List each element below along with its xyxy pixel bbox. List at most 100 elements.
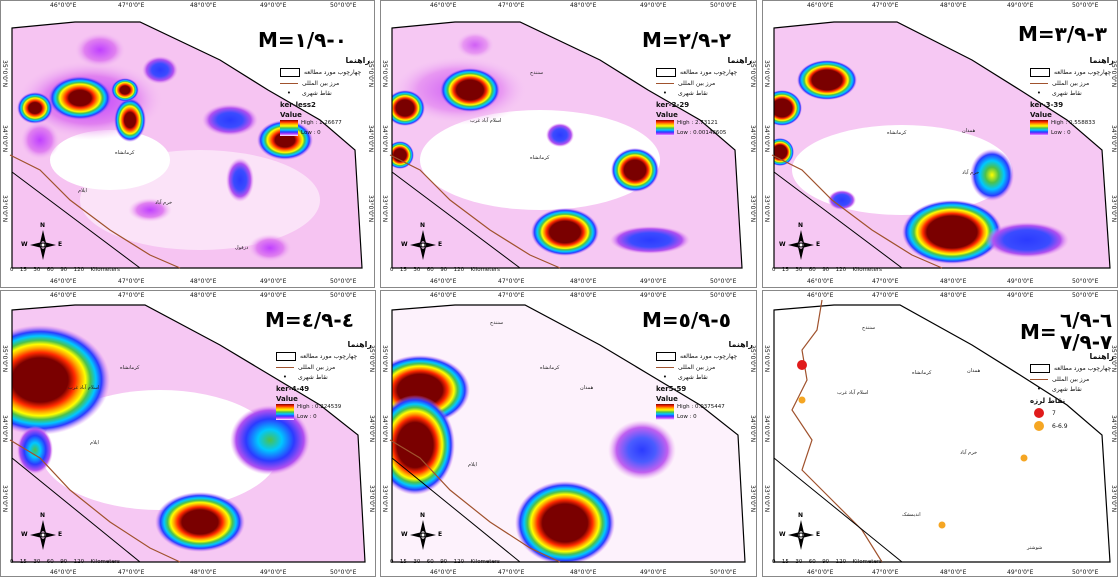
scale-label: 0 [10, 267, 14, 273]
scale-bar-2: 0 15 30 60 90 120 Kilometers [390, 266, 500, 273]
legend-cities: نقاط شهری [678, 90, 708, 97]
high-label: High : 0.224539 [297, 404, 342, 410]
coord-label: 48°0'0"E [570, 569, 597, 576]
map-canvas-2 [380, 0, 757, 288]
right-coord: 35°0'0"N [749, 60, 756, 88]
coord-label: 46°0'0"E [430, 278, 457, 285]
east-label: E [816, 531, 821, 538]
magnitude-title-5: M=٥-٥/٩ [642, 308, 731, 332]
north-arrow-icon: N W E [21, 512, 62, 552]
city-label: خرم آباد [155, 200, 173, 206]
quake-point-high [797, 360, 807, 370]
legend-4: راهنما چهارچوب مورد مطالعه مرز بین الملل… [276, 340, 372, 420]
map-panel-6: M= ٦-٦/٩ ٧-٧/٩ راهنما چهارچوب مورد مطالع… [762, 290, 1118, 577]
north-label: N [40, 512, 46, 519]
city-label: خرم آباد [962, 170, 980, 176]
border-swatch [280, 83, 298, 84]
high-label: High : 0.558833 [1051, 120, 1096, 126]
scale-bar-4: 0 15 30 60 90 120 Kilometers [10, 558, 120, 565]
coord-label: 47°0'0"E [118, 2, 145, 9]
coord-label: 49°0'0"E [260, 2, 287, 9]
study-area-swatch [280, 68, 300, 77]
north-label: N [40, 222, 46, 229]
city-label: کرمانشاه [887, 130, 907, 136]
coord-label: 47°0'0"E [498, 292, 525, 299]
left-coord: 33°0'0"N [763, 195, 770, 223]
legend-cities: نقاط شهری [298, 374, 328, 381]
coord-label: 49°0'0"E [640, 292, 667, 299]
coord-label: 46°0'0"E [807, 278, 834, 285]
north-label: N [420, 222, 426, 229]
right-coord: 33°0'0"N [749, 195, 756, 223]
right-coord: 34°0'0"N [367, 125, 374, 153]
east-label: E [58, 241, 63, 248]
coord-label: 48°0'0"E [940, 2, 967, 9]
west-label: W [21, 241, 28, 248]
coord-label: 47°0'0"E [118, 292, 145, 299]
left-coord: 33°0'0"N [1, 485, 8, 513]
color-ramp [280, 120, 298, 136]
legend-cities: نقاط شهری [1052, 90, 1082, 97]
right-coord: 34°0'0"N [749, 125, 756, 153]
right-coord: 35°0'0"N [749, 345, 756, 373]
legend-cities: نقاط شهری [302, 90, 332, 97]
coord-label: 47°0'0"E [872, 278, 899, 285]
left-coord: 33°0'0"N [1, 195, 8, 223]
coord-label: 46°0'0"E [807, 292, 834, 299]
coord-label: 46°0'0"E [430, 292, 457, 299]
north-label: N [798, 512, 804, 519]
scale-label: 30 [33, 267, 41, 273]
quake-class-low: 6-6.9 [1052, 422, 1068, 430]
scale-label: 0 [772, 559, 776, 565]
magnitude-title-6-line2: ٧-٧/٩ [1060, 330, 1113, 354]
coord-label: 47°0'0"E [118, 569, 145, 576]
scale-label: Kilometers [470, 559, 500, 565]
scale-label: 60 [808, 267, 816, 273]
legend-title: راهنما [347, 340, 372, 349]
west-label: W [401, 531, 408, 538]
coord-label: 47°0'0"E [872, 569, 899, 576]
scale-label: 60 [46, 559, 54, 565]
scale-bar-5: 0 15 30 60 90 120 Kilometers [390, 558, 500, 565]
quake-class-high-swatch [1034, 408, 1044, 418]
border-swatch [1030, 83, 1048, 84]
right-coord: 33°0'0"N [367, 195, 374, 223]
coord-label: 50°0'0"E [710, 292, 737, 299]
coord-label: 47°0'0"E [498, 2, 525, 9]
north-label: N [798, 222, 804, 229]
magnitude-title-2: M=٢-٢/٩ [642, 28, 731, 52]
coord-label: 49°0'0"E [260, 292, 287, 299]
scale-label: 0 [390, 267, 394, 273]
left-coord: 34°0'0"N [763, 125, 770, 153]
coord-label: 48°0'0"E [940, 569, 967, 576]
right-coord: 35°0'0"N [367, 60, 374, 88]
high-label: High : 2.73121 [677, 120, 718, 126]
scale-bar-3: 0 15 30 60 90 120 Kilometers [772, 266, 882, 273]
city-label: ایلام [78, 188, 87, 194]
scale-label: 60 [46, 267, 54, 273]
coord-label: 50°0'0"E [1072, 2, 1099, 9]
border-swatch [656, 83, 674, 84]
city-label: اسلام آباد غرب [837, 390, 869, 396]
scale-label: 60 [808, 559, 816, 565]
scale-label: 120 [73, 559, 85, 565]
scale-label: 0 [772, 267, 776, 273]
scale-label: 15 [19, 559, 27, 565]
scale-label: 30 [413, 267, 421, 273]
map-panel-5: M=٥-٥/٩ راهنما چهارچوب مورد مطالعه مرز ب… [380, 290, 757, 577]
north-arrow-icon: N W E [779, 222, 820, 262]
map-canvas-1 [0, 0, 375, 288]
coord-label: 47°0'0"E [498, 569, 525, 576]
scale-label: 30 [795, 267, 803, 273]
left-coord: 35°0'0"N [1, 345, 8, 373]
legend-border: مرز بین المللی [298, 364, 336, 371]
legend-study: چهارچوب مورد مطالعه [680, 69, 738, 76]
city-label: اندیمشک [902, 512, 921, 518]
coord-label: 46°0'0"E [807, 2, 834, 9]
coord-label: 48°0'0"E [190, 278, 217, 285]
north-arrow-icon: N W E [401, 222, 442, 262]
legend-study: چهارچوب مورد مطالعه [680, 353, 738, 360]
coord-label: 46°0'0"E [50, 2, 77, 9]
low-label: Low : 0 [301, 130, 321, 136]
coord-label: 50°0'0"E [1072, 292, 1099, 299]
